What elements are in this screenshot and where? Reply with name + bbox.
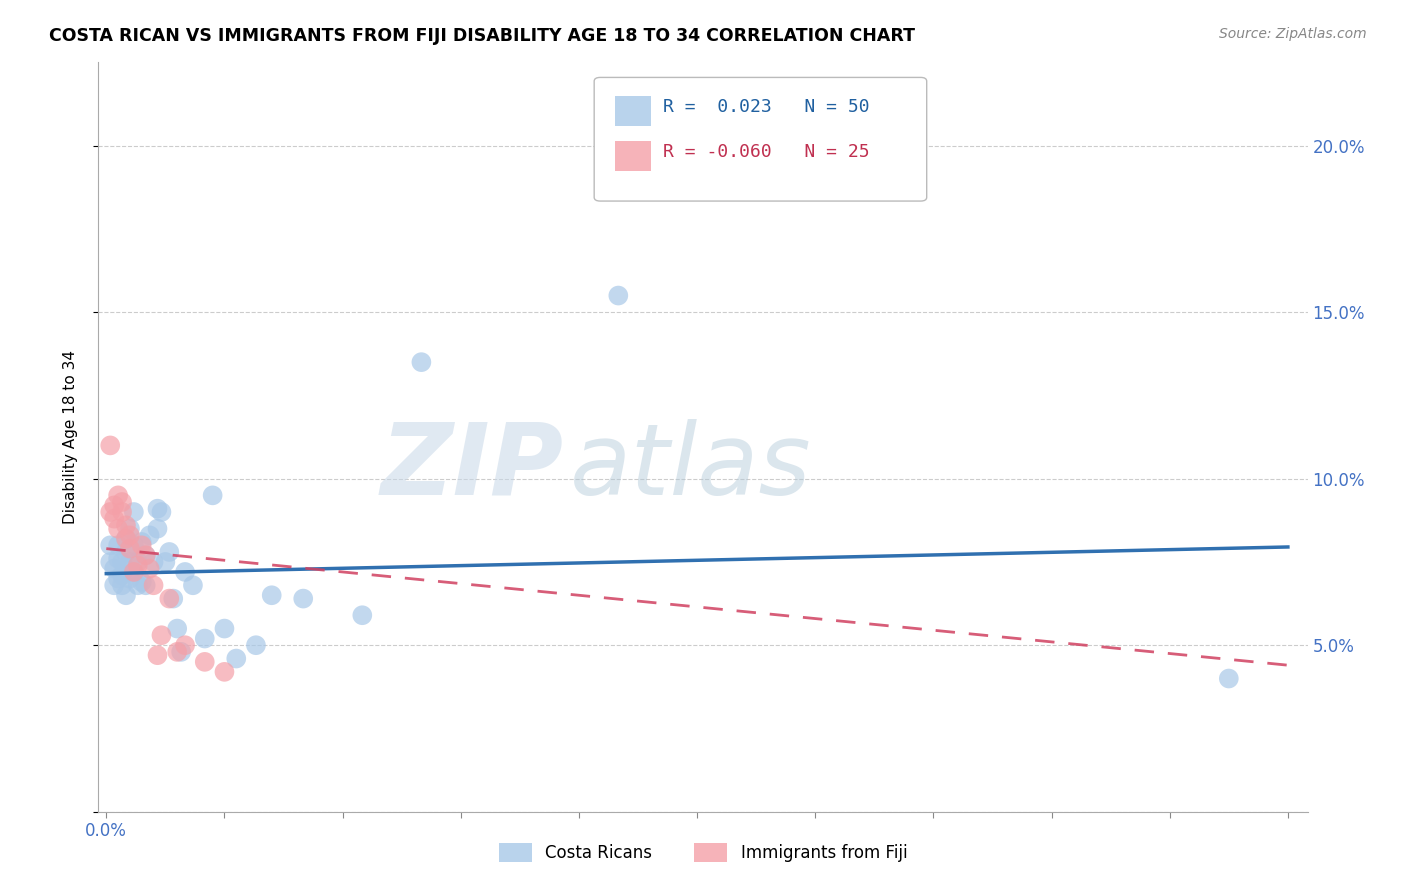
Point — [118, 555, 141, 569]
Point — [122, 538, 145, 552]
Point — [98, 505, 121, 519]
Point — [292, 591, 315, 606]
Point — [111, 505, 134, 519]
Point — [111, 555, 134, 569]
Point — [115, 518, 138, 533]
Point — [166, 645, 188, 659]
Point — [115, 561, 138, 575]
Point — [118, 522, 141, 536]
Point — [127, 558, 149, 573]
Point — [150, 628, 173, 642]
Point — [194, 655, 217, 669]
Point — [115, 588, 138, 602]
Point — [146, 648, 169, 663]
Point — [174, 638, 197, 652]
Point — [174, 565, 197, 579]
Point — [157, 545, 180, 559]
Point — [135, 578, 157, 592]
Point — [107, 551, 129, 566]
Point — [181, 578, 204, 592]
Point — [146, 501, 169, 516]
Point — [225, 651, 247, 665]
Point — [107, 522, 129, 536]
Point — [131, 538, 153, 552]
Point — [111, 495, 134, 509]
Point — [138, 528, 160, 542]
Point — [150, 505, 173, 519]
Point — [115, 532, 138, 546]
Point — [111, 578, 134, 592]
Point — [146, 522, 169, 536]
Point — [115, 532, 138, 546]
Text: R = -0.060   N = 25: R = -0.060 N = 25 — [664, 143, 870, 161]
Point — [131, 574, 153, 589]
Point — [411, 355, 433, 369]
Point — [131, 535, 153, 549]
Text: R =  0.023   N = 50: R = 0.023 N = 50 — [664, 97, 870, 116]
Point — [127, 555, 149, 569]
Point — [98, 438, 121, 452]
Point — [214, 622, 236, 636]
Point — [157, 591, 180, 606]
Text: ZIP: ZIP — [381, 418, 564, 516]
Point — [135, 549, 157, 563]
Point — [201, 488, 224, 502]
Point — [103, 499, 125, 513]
Point — [352, 608, 374, 623]
Point — [111, 568, 134, 582]
Point — [107, 488, 129, 502]
Legend: Costa Ricans, Immigrants from Fiji: Costa Ricans, Immigrants from Fiji — [491, 835, 915, 871]
Point — [98, 555, 121, 569]
FancyBboxPatch shape — [614, 141, 651, 171]
Point — [122, 565, 145, 579]
Point — [103, 511, 125, 525]
Text: COSTA RICAN VS IMMIGRANTS FROM FIJI DISABILITY AGE 18 TO 34 CORRELATION CHART: COSTA RICAN VS IMMIGRANTS FROM FIJI DISA… — [49, 27, 915, 45]
Text: Source: ZipAtlas.com: Source: ZipAtlas.com — [1219, 27, 1367, 41]
Point — [135, 549, 157, 563]
Point — [103, 561, 125, 575]
Point — [245, 638, 267, 652]
Point — [804, 138, 827, 153]
Point — [214, 665, 236, 679]
Point — [107, 538, 129, 552]
Point — [98, 538, 121, 552]
Point — [260, 588, 283, 602]
FancyBboxPatch shape — [614, 96, 651, 126]
Point — [162, 591, 184, 606]
Point — [118, 572, 141, 586]
Point — [142, 578, 165, 592]
Point — [122, 565, 145, 579]
Point — [127, 578, 149, 592]
Point — [107, 572, 129, 586]
FancyBboxPatch shape — [595, 78, 927, 201]
Point — [166, 622, 188, 636]
Text: atlas: atlas — [569, 418, 811, 516]
Point — [194, 632, 217, 646]
Point — [170, 645, 193, 659]
Point — [607, 288, 630, 302]
Point — [138, 561, 160, 575]
Point — [155, 555, 177, 569]
Point — [142, 555, 165, 569]
Point — [122, 505, 145, 519]
Point — [118, 541, 141, 556]
Point — [118, 528, 141, 542]
Point — [115, 545, 138, 559]
Point — [103, 578, 125, 592]
Y-axis label: Disability Age 18 to 34: Disability Age 18 to 34 — [63, 350, 77, 524]
Point — [1218, 672, 1240, 686]
